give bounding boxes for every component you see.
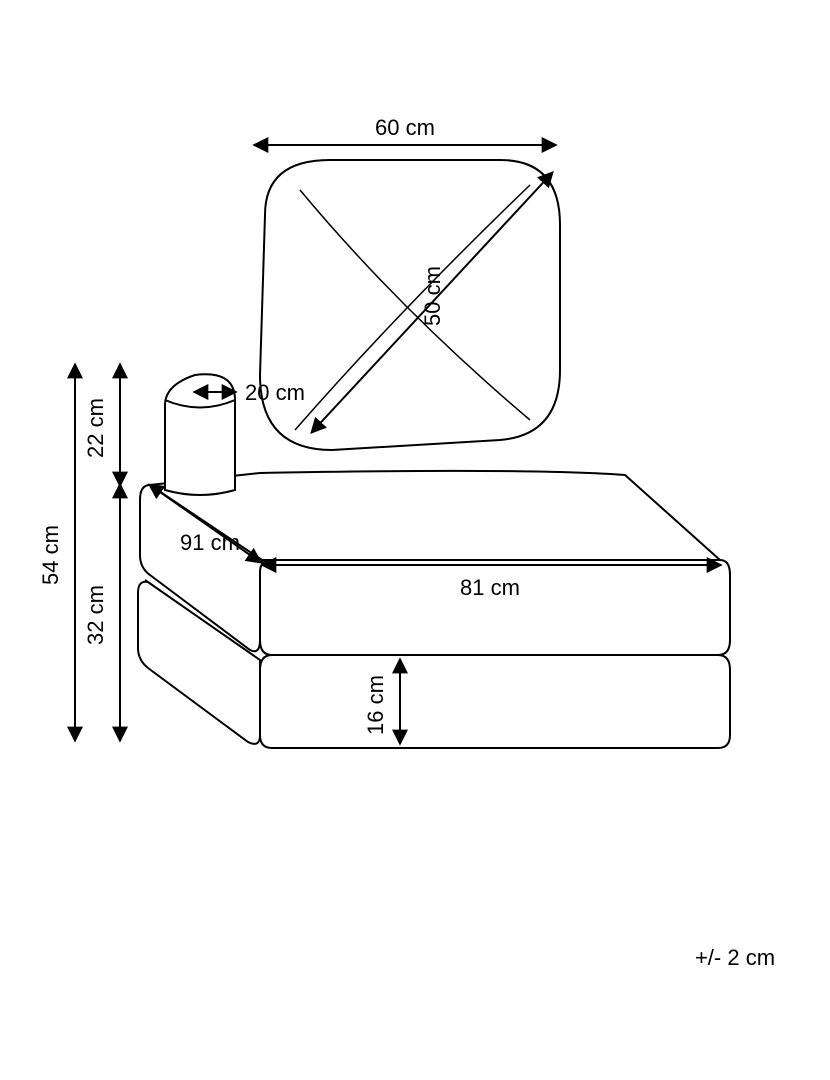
dim-label-base_layer_h: 16 cm [363,675,388,735]
dim-label-cushion_diagonal: 50 cm [420,266,445,326]
dim-label-cushion_width: 60 cm [375,115,435,140]
dim-label-lower_height: 32 cm [83,585,108,645]
dim-label-seat_depth: 91 cm [180,530,240,555]
dim-label-seat_width: 81 cm [460,575,520,600]
tolerance-note: +/- 2 cm [695,945,775,970]
dimension-diagram: 60 cm 50 cm 20 cm 54 cm 22 cm 32 cm 91 cm 81 cm… [0,0,830,1080]
base-lower-front [260,655,730,748]
dim-label-total_height: 54 cm [38,525,63,585]
dim-label-upper_height: 22 cm [83,398,108,458]
dim-label-cushion_depth: 20 cm [245,380,305,405]
